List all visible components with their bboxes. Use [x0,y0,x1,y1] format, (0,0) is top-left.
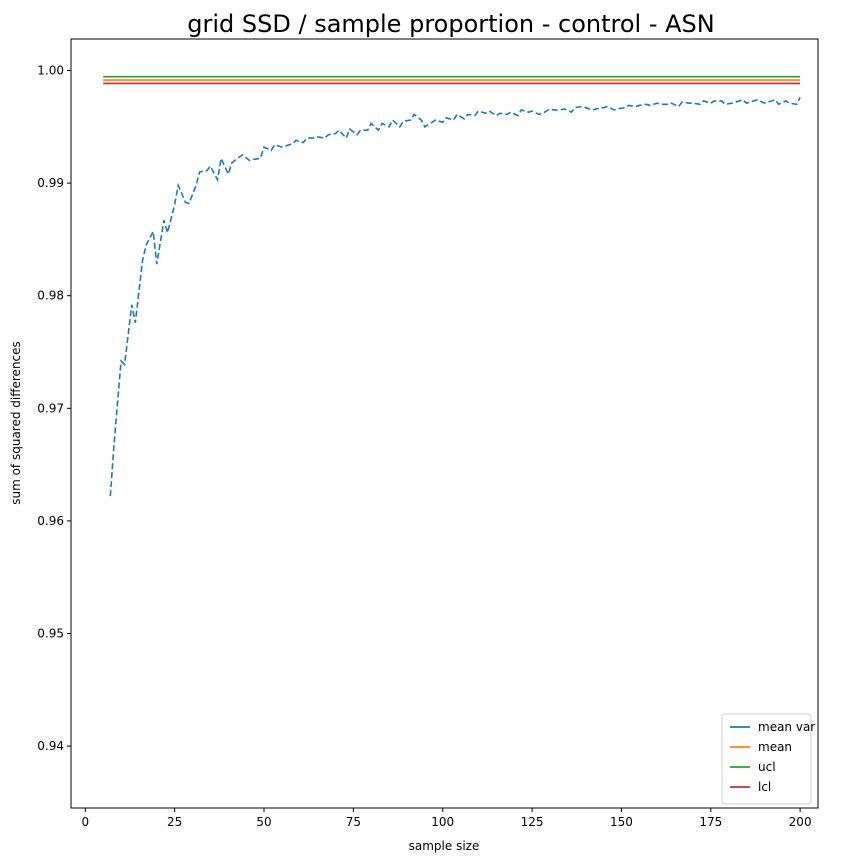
y-tick-label: 0.98 [37,289,64,303]
x-tick-label: 75 [346,815,361,829]
x-tick-label: 25 [167,815,182,829]
x-tick-label: 175 [699,815,722,829]
plot-frame [70,38,819,809]
x-tick-label: 100 [431,815,454,829]
series-line-mean-var [109,97,801,497]
y-tick-label: 0.95 [37,626,64,640]
legend-label: mean [758,740,792,754]
x-axis-label: sample size [409,839,480,853]
x-tick-label: 0 [81,815,89,829]
x-tick-label: 50 [256,815,271,829]
x-tick-label: 125 [521,815,544,829]
y-tick-label: 1.00 [37,64,64,78]
x-tick-label: 200 [789,815,812,829]
legend-label: lcl [758,780,771,794]
legend-label: ucl [758,760,776,774]
legend-box [721,713,812,805]
y-tick-label: 0.96 [37,514,64,528]
legend: mean var mean ucl lcl [721,713,815,805]
y-axis-label: sum of squared differences [9,341,23,505]
chart-title: grid SSD / sample proportion - control -… [187,10,714,38]
x-tick-label: 150 [610,815,633,829]
y-tick-label: 0.94 [37,739,64,753]
legend-label: mean var [758,720,815,734]
y-tick-label: 0.97 [37,401,64,415]
y-tick-label: 0.99 [37,176,64,190]
